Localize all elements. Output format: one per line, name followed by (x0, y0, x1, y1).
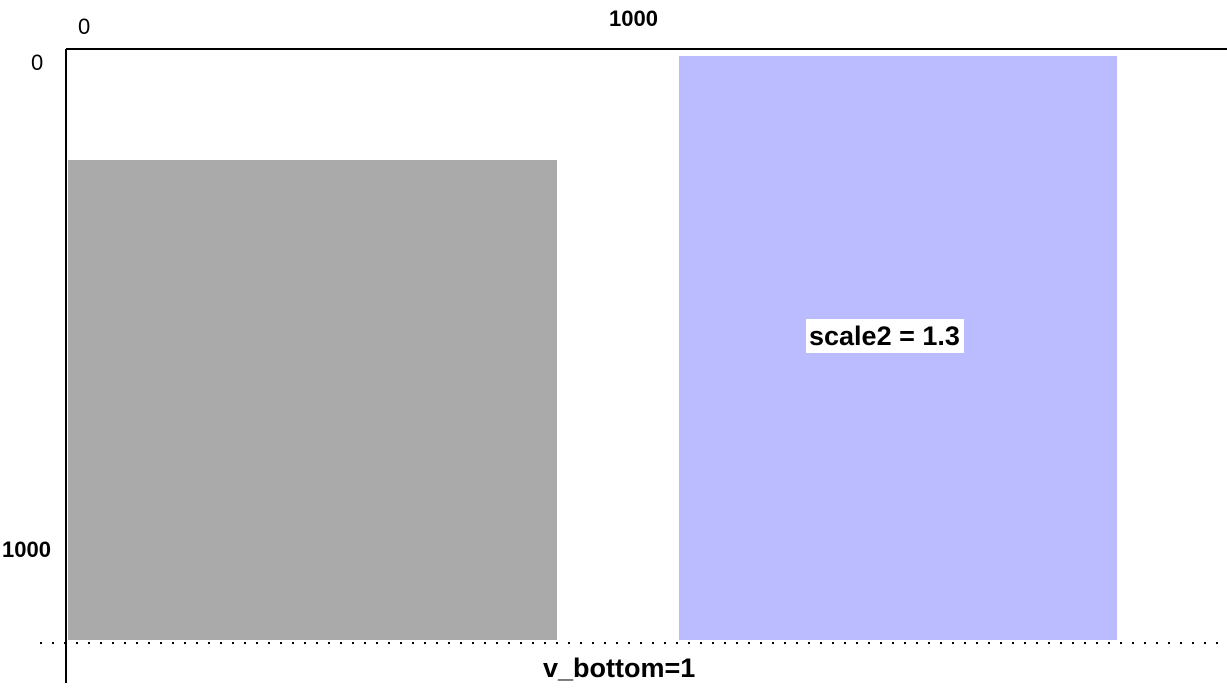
x-tick-1000: 1000 (609, 6, 658, 31)
y-tick-0: 0 (31, 50, 44, 75)
scale2-label: scale2 = 1.3 (806, 319, 964, 354)
gray-rectangle (68, 160, 557, 640)
y-tick-1000: 1000 (2, 537, 51, 562)
x-tick-0: 0 (78, 14, 91, 39)
v-bottom-label: v_bottom=1 (543, 653, 696, 683)
